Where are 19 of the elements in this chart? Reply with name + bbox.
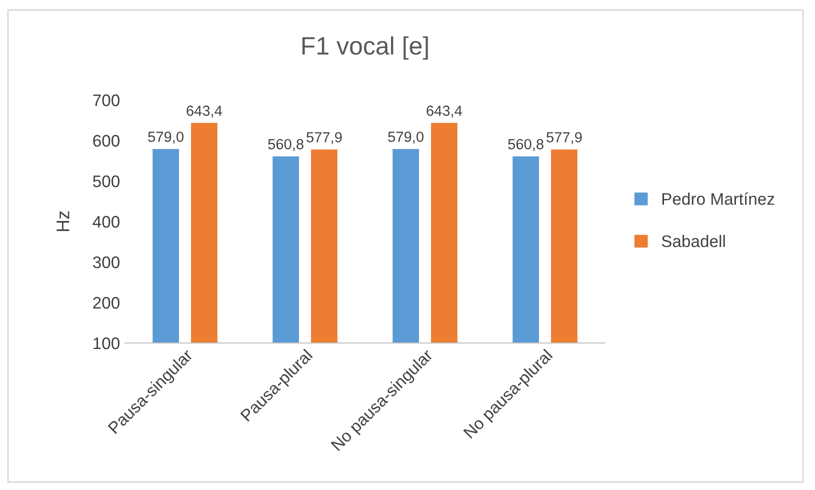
y-tick-label: 500: [93, 175, 120, 188]
data-label: 577,9: [546, 132, 582, 144]
data-label: 643,4: [426, 106, 462, 118]
legend-label: Sabadell: [662, 234, 725, 248]
data-label: 560,8: [268, 139, 304, 152]
y-tick-label: 300: [92, 256, 120, 268]
chart-title: F1 vocal [e]: [302, 36, 428, 60]
y-tick-label: 600: [93, 134, 120, 147]
y-axis-title: Hz: [56, 211, 70, 232]
legend-label: Pedro Martínez: [662, 192, 774, 205]
y-tick-label: 400: [92, 216, 120, 228]
y-tick-label: 700: [93, 94, 120, 106]
y-tick-label: 200: [93, 296, 120, 309]
y-tick-label: 100: [94, 337, 120, 350]
data-label: 579,0: [148, 132, 184, 144]
data-label: 579,0: [388, 132, 424, 144]
data-label: 577,9: [306, 132, 342, 144]
data-label: 560,8: [508, 139, 544, 152]
data-label: 643,4: [186, 106, 222, 118]
